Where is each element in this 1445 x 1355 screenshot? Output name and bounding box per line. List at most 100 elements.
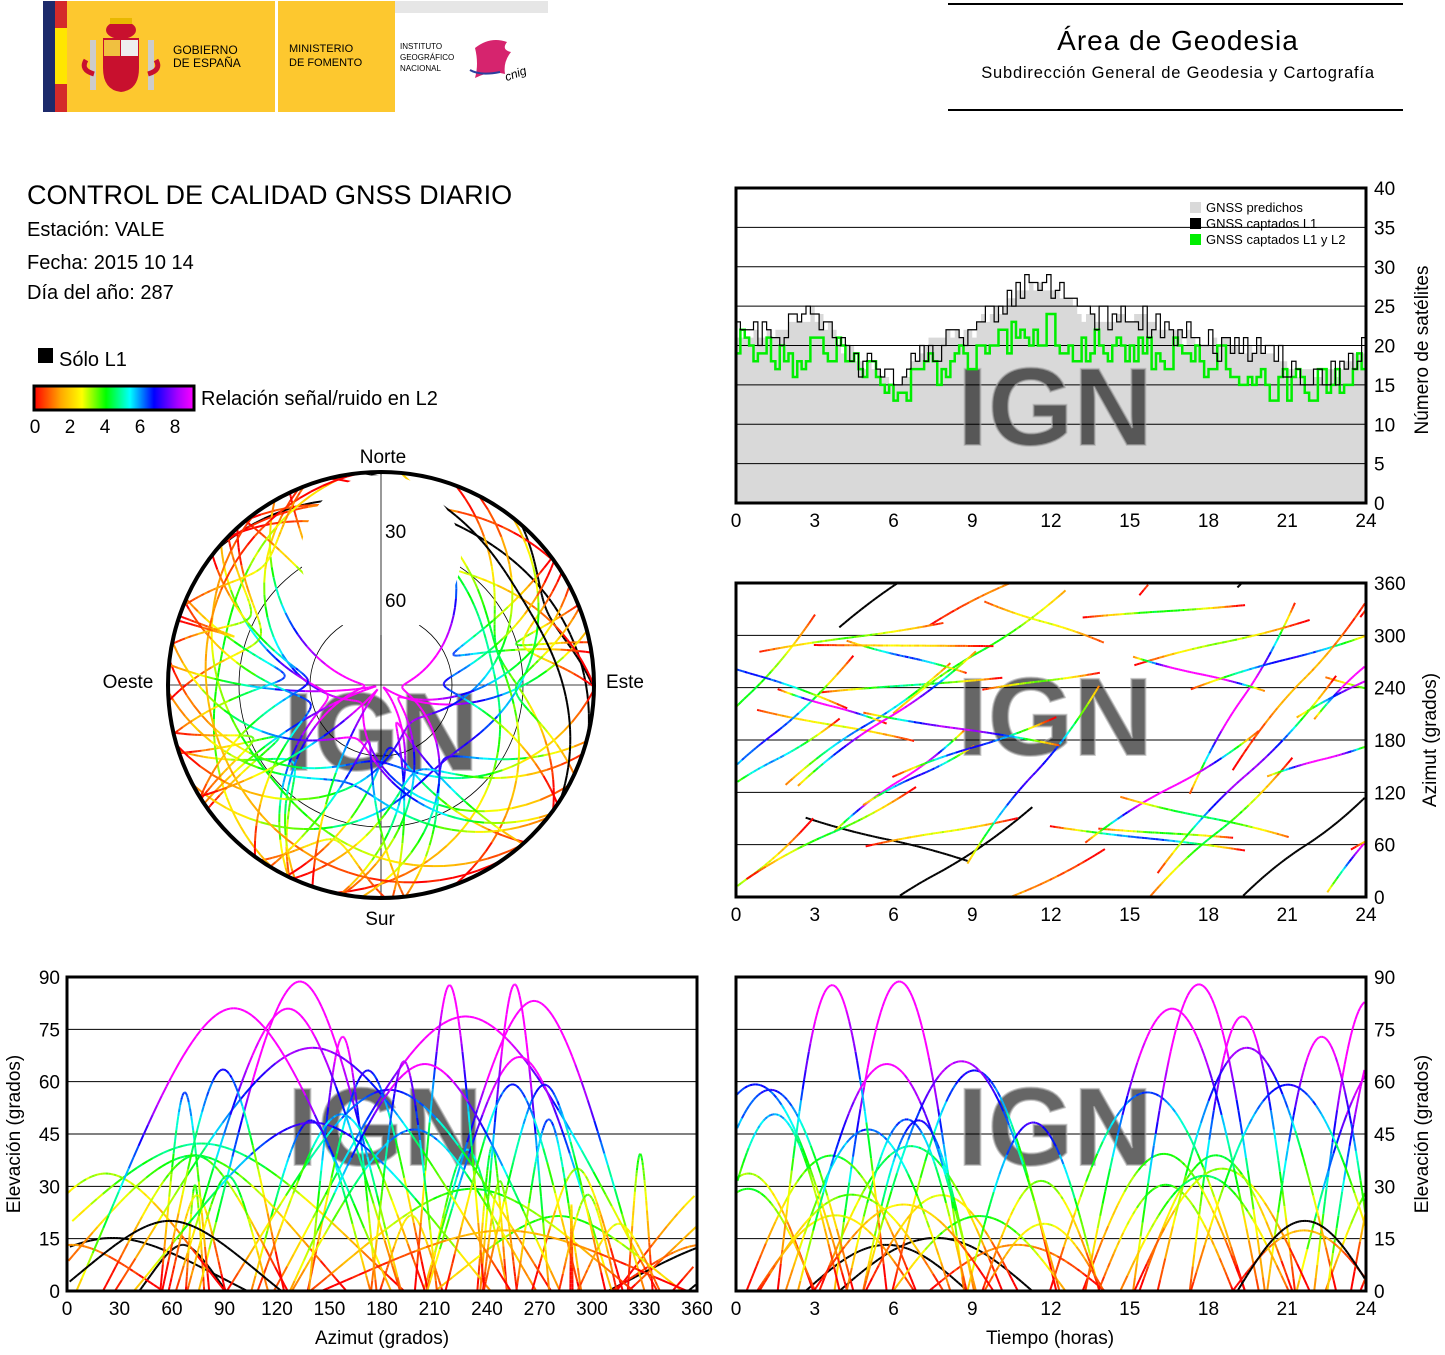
track-segment	[1043, 607, 1045, 609]
track-segment	[517, 722, 518, 729]
track-segment	[849, 734, 851, 736]
track-segment	[491, 659, 492, 664]
track-segment	[298, 696, 301, 697]
track-segment	[1339, 692, 1342, 693]
track-segment	[526, 633, 527, 634]
track-segment	[1204, 646, 1207, 647]
track-segment	[1335, 680, 1337, 681]
track-segment	[369, 688, 371, 689]
track-segment	[258, 569, 259, 570]
track-segment	[215, 750, 216, 757]
track-segment	[896, 841, 898, 842]
track-segment	[521, 677, 522, 678]
track-segment	[837, 742, 839, 744]
track-segment	[763, 867, 765, 868]
track-segment	[252, 690, 255, 691]
track-segment	[267, 688, 275, 689]
track-segment	[397, 723, 398, 724]
track-segment	[887, 790, 889, 791]
track-segment	[804, 826, 806, 828]
track-segment	[444, 758, 445, 759]
track-segment	[387, 763, 390, 764]
track-segment	[1238, 813, 1240, 815]
track-segment	[310, 702, 311, 703]
track-segment	[285, 804, 286, 814]
track-segment	[515, 710, 516, 716]
track-segment	[291, 794, 292, 797]
track-segment	[280, 840, 281, 849]
track-segment	[1203, 842, 1205, 844]
track-segment	[1031, 727, 1033, 728]
track-segment	[548, 613, 549, 615]
track-segment	[1284, 770, 1286, 771]
track-segment	[1325, 704, 1327, 706]
track-segment	[903, 703, 905, 705]
track-segment	[1039, 767, 1041, 769]
track-segment	[514, 704, 515, 710]
track-segment	[522, 676, 523, 678]
track-segment	[800, 634, 802, 637]
track-segment	[912, 777, 914, 778]
track-segment	[545, 602, 547, 605]
track-segment	[1029, 777, 1031, 779]
track-segment	[926, 849, 928, 850]
track-segment	[1342, 682, 1344, 683]
track-segment	[534, 654, 536, 655]
track-segment	[1007, 803, 1009, 805]
legend-swatch	[1190, 218, 1201, 229]
track-segment	[826, 824, 828, 825]
track-segment	[1005, 805, 1007, 807]
ign-watermark: IGN	[957, 346, 1153, 469]
track-segment	[241, 753, 243, 755]
x-tick-label: 6	[888, 511, 899, 532]
track-segment	[408, 694, 410, 696]
track-segment	[216, 687, 217, 692]
track-segment	[752, 771, 754, 772]
track-segment	[958, 858, 960, 859]
track-segment	[897, 798, 899, 799]
track-segment	[384, 754, 385, 756]
track-segment	[762, 680, 764, 682]
track-segment	[898, 784, 900, 785]
track-segment	[435, 819, 436, 824]
track-segment	[188, 754, 193, 755]
track-segment	[228, 626, 230, 627]
track-segment	[292, 693, 295, 695]
track-segment	[1001, 637, 1003, 639]
track-segment	[794, 715, 796, 717]
track-segment	[409, 771, 414, 772]
track-segment	[1271, 649, 1273, 652]
track-segment	[1227, 641, 1230, 642]
track-segment	[995, 740, 997, 741]
track-segment	[866, 724, 868, 725]
track-segment	[409, 680, 411, 681]
track-segment	[533, 556, 534, 559]
track-segment	[947, 613, 950, 614]
track-segment	[955, 862, 958, 864]
track-segment	[802, 828, 804, 830]
track-segment	[361, 703, 362, 704]
track-segment	[1159, 657, 1162, 658]
track-segment	[960, 750, 962, 751]
track-segment	[458, 648, 460, 649]
track-segment	[444, 865, 455, 866]
track-segment	[851, 815, 853, 817]
track-segment	[972, 600, 975, 601]
track-segment	[799, 711, 801, 713]
track-segment	[1255, 688, 1257, 689]
track-segment	[905, 739, 907, 740]
track-segment	[358, 683, 360, 684]
track-segment	[338, 841, 339, 842]
track-segment	[576, 655, 578, 657]
track-segment	[505, 822, 516, 823]
track-segment	[545, 660, 547, 661]
track-segment	[898, 707, 900, 709]
track-segment	[777, 729, 779, 731]
track-segment	[910, 694, 912, 696]
track-segment	[1163, 879, 1165, 881]
track-segment	[577, 657, 579, 659]
track-segment	[863, 817, 865, 818]
track-segment	[1341, 691, 1344, 692]
track-segment	[564, 690, 565, 696]
